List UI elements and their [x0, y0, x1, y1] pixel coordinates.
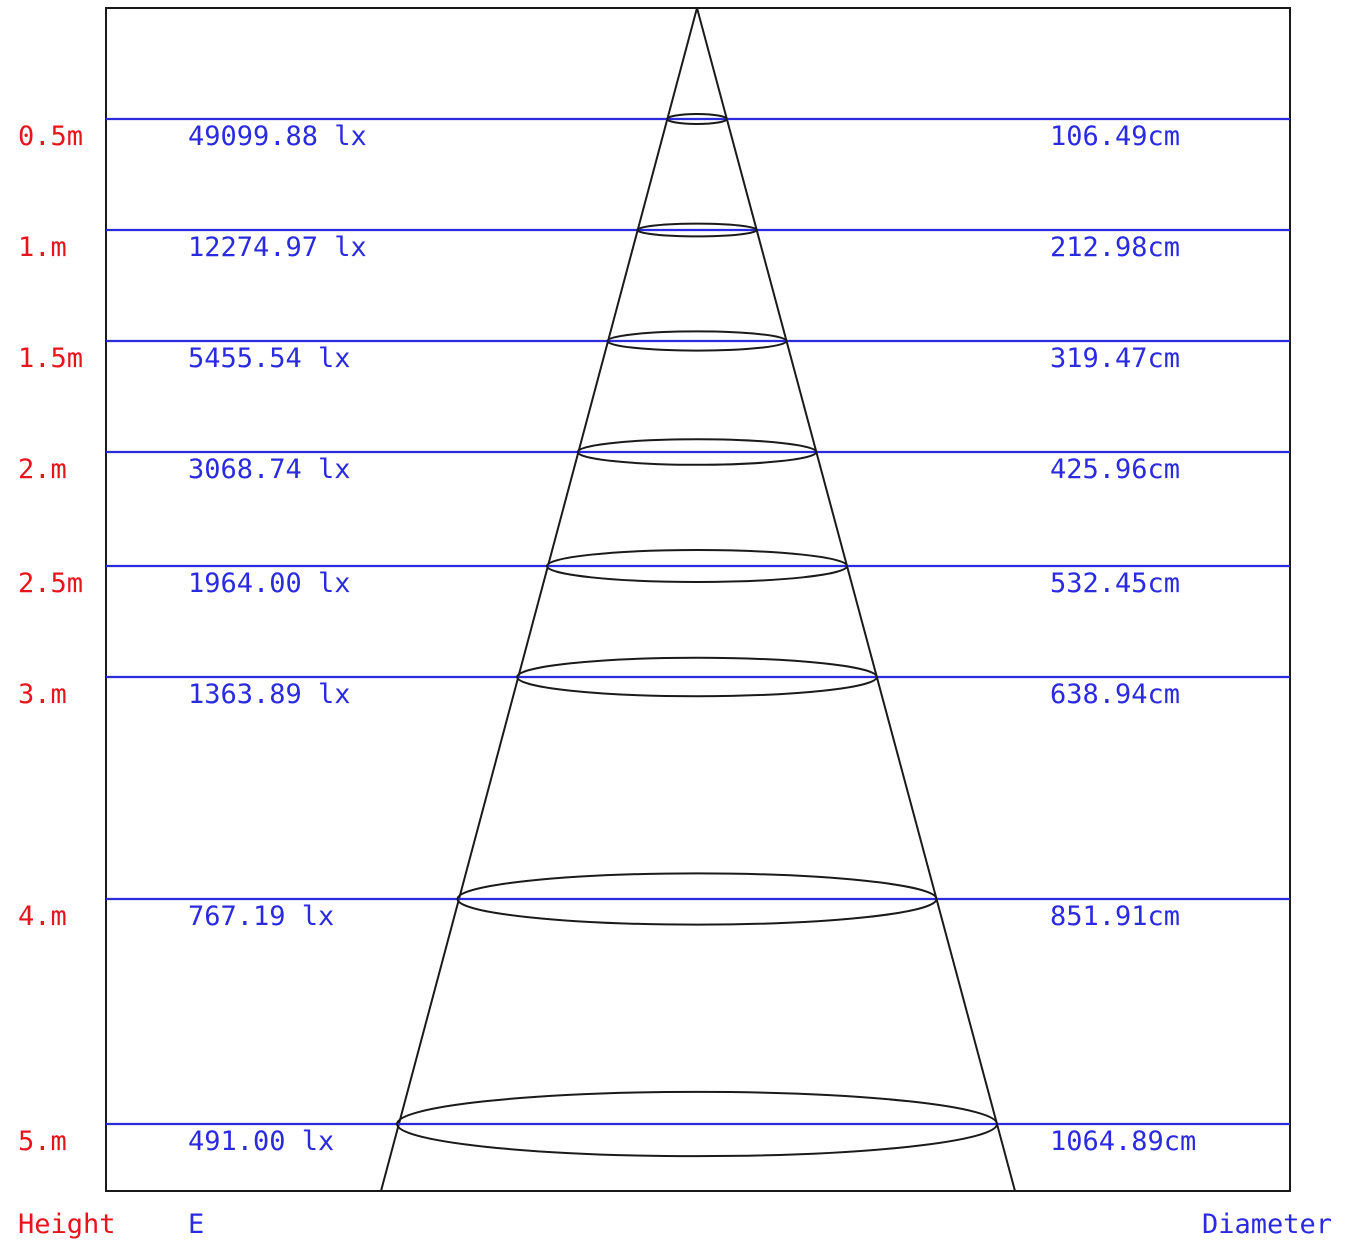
illuminance-value: 3068.74 lx [188, 454, 351, 485]
level-row: 0.5m 49099.88 lx 106.49cm [18, 113, 1290, 152]
level-row: 1.m 12274.97 lx 212.98cm [18, 222, 1290, 263]
height-label: 1.m [18, 232, 67, 263]
diameter-value: 425.96cm [1050, 454, 1180, 485]
illuminance-value: 49099.88 lx [188, 121, 367, 152]
diameter-column-label: Diameter [1202, 1209, 1332, 1240]
height-label: 2.m [18, 454, 67, 485]
height-label: 5.m [18, 1126, 67, 1157]
height-label: 1.5m [18, 343, 83, 374]
diameter-value: 212.98cm [1050, 232, 1180, 263]
level-row: 2.5m 1964.00 lx 532.45cm [18, 549, 1290, 599]
beam-cone-right-edge [696, 7, 1016, 1192]
illuminance-value: 1964.00 lx [188, 568, 351, 599]
level-row: 3.m 1363.89 lx 638.94cm [18, 656, 1290, 710]
beam-cross-section-ellipse [546, 549, 848, 583]
beam-cross-section-ellipse [456, 872, 938, 926]
illuminance-column-label: E [188, 1209, 204, 1240]
beam-cross-section-ellipse [636, 222, 758, 238]
beam-cross-section-ellipse [606, 330, 788, 352]
level-row: 1.5m 5455.54 lx 319.47cm [18, 330, 1290, 374]
height-label: 2.5m [18, 568, 83, 599]
diameter-value: 851.91cm [1050, 901, 1180, 932]
diameter-value: 638.94cm [1050, 679, 1180, 710]
beam-cone-left-edge [380, 7, 698, 1192]
illuminance-value: 5455.54 lx [188, 343, 351, 374]
diameter-value: 532.45cm [1050, 568, 1180, 599]
beam-cross-section-ellipse [576, 438, 818, 466]
level-rows: 0.5m 49099.88 lx 106.49cm 1.m 12274.97 lx 212… [18, 113, 1290, 1158]
illuminance-value: 491.00 lx [188, 1126, 334, 1157]
height-column-label: Height [18, 1209, 116, 1240]
diameter-value: 319.47cm [1050, 343, 1180, 374]
height-label: 4.m [18, 901, 67, 932]
level-row: 5.m 491.00 lx 1064.89cm [18, 1090, 1290, 1158]
height-label: 3.m [18, 679, 67, 710]
beam-cross-section-ellipse [396, 1090, 998, 1158]
illuminance-value: 1363.89 lx [188, 679, 351, 710]
diameter-value: 1064.89cm [1050, 1126, 1196, 1157]
illuminance-value: 12274.97 lx [188, 232, 367, 263]
diagram-frame [105, 7, 1291, 1192]
height-label: 0.5m [18, 121, 83, 152]
beam-cross-section-ellipse [516, 656, 878, 698]
diameter-value: 106.49cm [1050, 121, 1180, 152]
beam-cross-section-ellipse [666, 113, 728, 125]
illuminance-value: 767.19 lx [188, 901, 334, 932]
level-row: 2.m 3068.74 lx 425.96cm [18, 438, 1290, 485]
level-row: 4.m 767.19 lx 851.91cm [18, 872, 1290, 932]
